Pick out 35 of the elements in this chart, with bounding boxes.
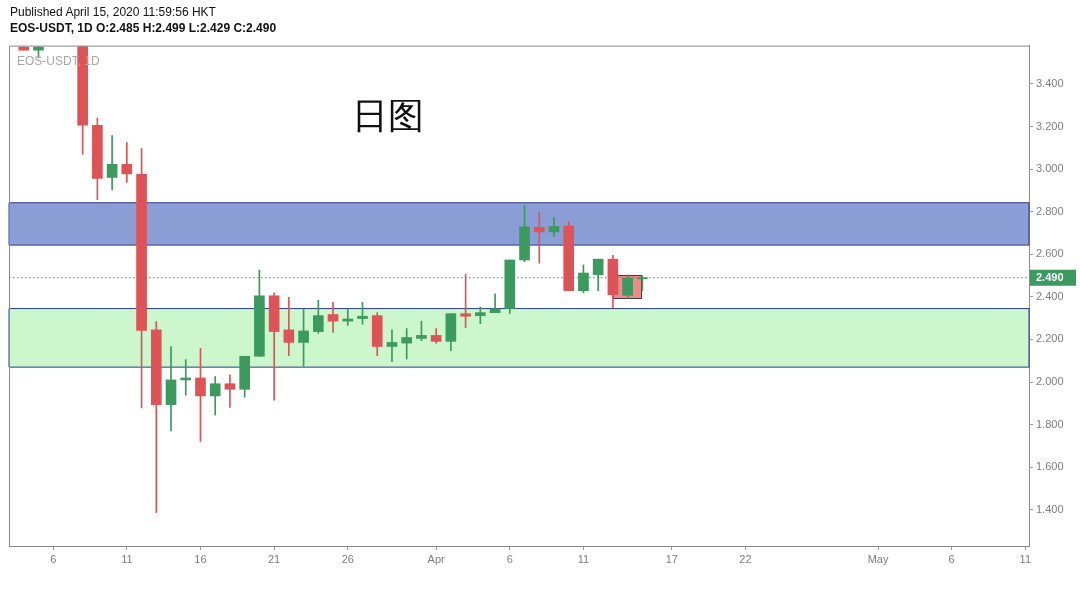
x-tick-label: 26 <box>341 552 354 565</box>
candlestick <box>327 302 339 333</box>
y-tick-label: 1.600 <box>1036 460 1064 473</box>
x-tick-label: 11 <box>1019 552 1032 565</box>
y-tick-label: 2.000 <box>1036 375 1064 388</box>
chart-subtitle: EOS-USDT, 1D O:2.485 H:2.499 L:2.429 C:2.490 <box>10 20 277 36</box>
y-tick-label: 3.200 <box>1036 119 1064 132</box>
y-tick-label: 2.800 <box>1036 204 1064 217</box>
y-tick-label: 2.400 <box>1036 289 1064 302</box>
x-tick-label: 11 <box>577 552 590 565</box>
x-tick-label: 17 <box>665 552 678 565</box>
y-tick-label: 1.400 <box>1036 502 1064 515</box>
candlestick <box>224 374 236 408</box>
x-tick-label: 16 <box>194 552 207 565</box>
candlestick <box>386 329 398 362</box>
x-tick-label: 22 <box>739 552 752 565</box>
y-tick-label: 2.600 <box>1036 247 1064 260</box>
candlestick <box>533 211 545 264</box>
chart-title: Published April 15, 2020 11:59:56 HKT <box>10 4 216 20</box>
x-tick-label: 6 <box>948 552 955 565</box>
y-tick-label: 3.000 <box>1036 162 1064 175</box>
ref-line-label: 2.490 <box>1036 271 1064 284</box>
candlestick <box>283 296 295 356</box>
y-tick-label: 3.400 <box>1036 76 1064 89</box>
y-tick-label: 1.800 <box>1036 417 1064 430</box>
x-tick-label: 11 <box>121 552 133 565</box>
x-tick-label: 6 <box>50 552 57 565</box>
x-tick-label: Apr <box>427 552 446 565</box>
y-tick-label: 2.200 <box>1036 332 1064 345</box>
candlestick <box>401 328 413 360</box>
x-tick-label: 6 <box>506 552 513 565</box>
x-tick-label: May <box>867 552 889 565</box>
annotation: 日图 <box>352 94 425 136</box>
x-tick-label: 21 <box>268 552 281 565</box>
candlestick <box>121 142 133 183</box>
